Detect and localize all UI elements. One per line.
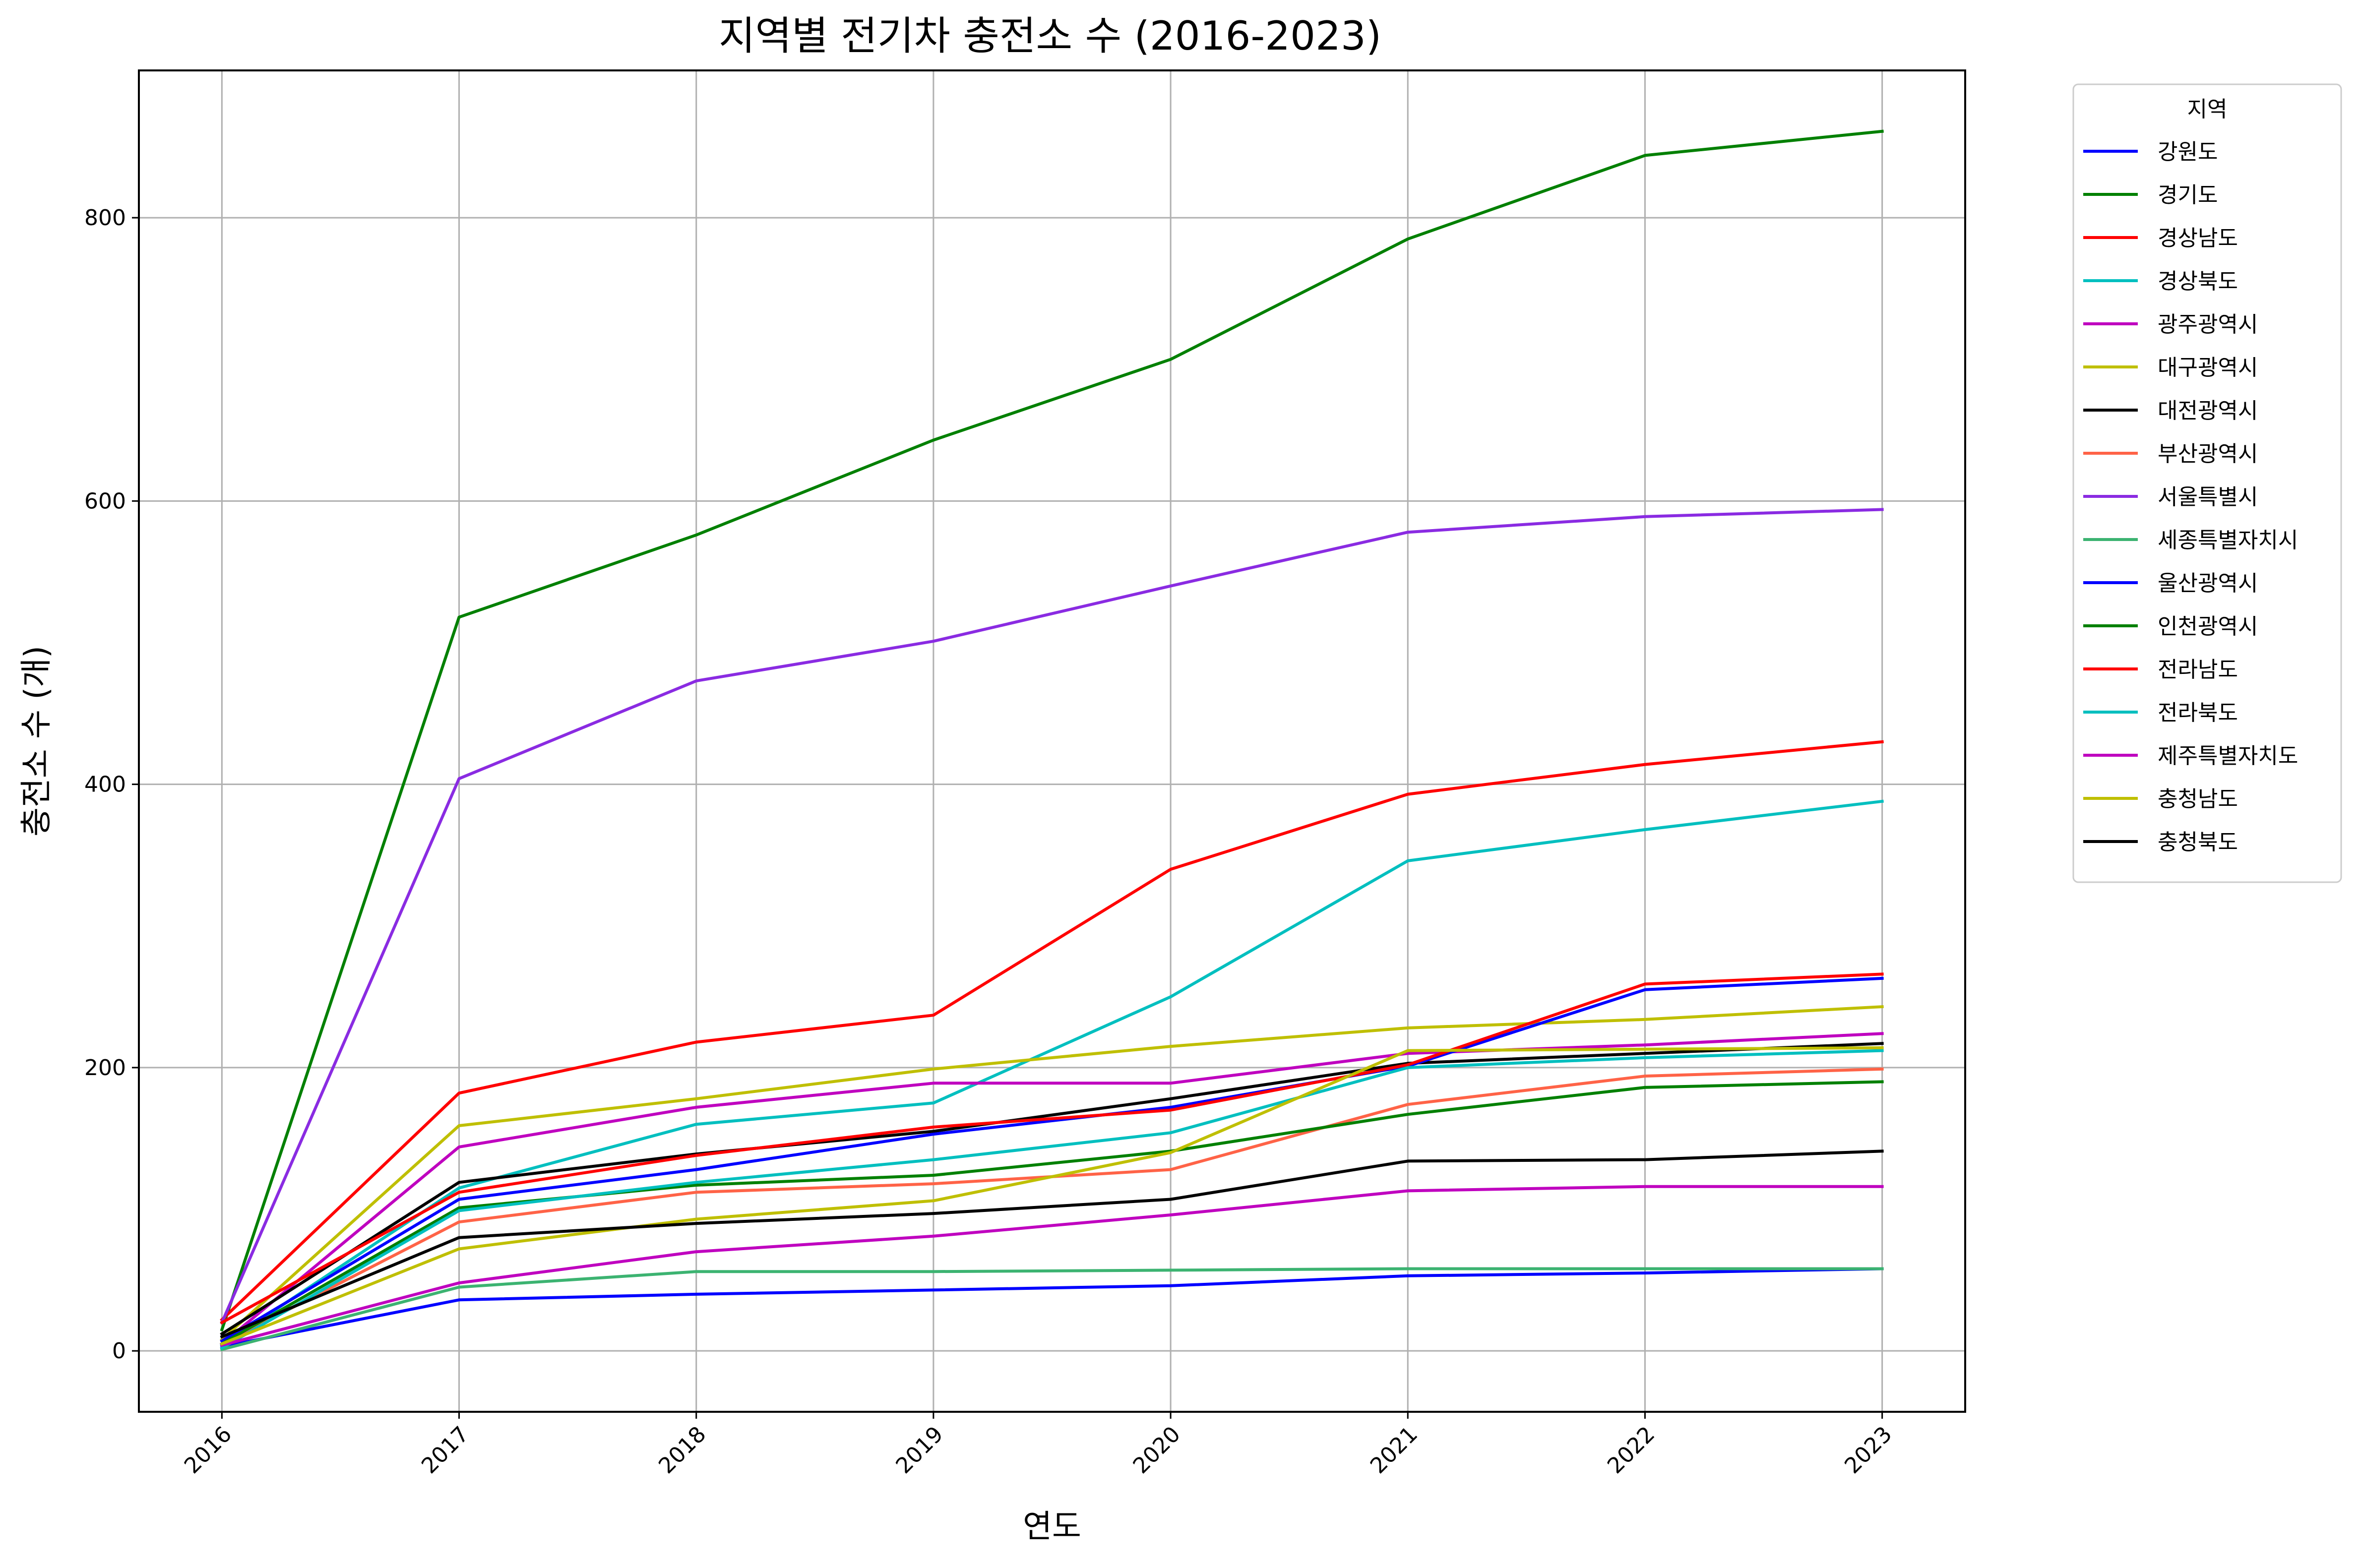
y-tick-label: 200 (84, 1055, 126, 1081)
series-line-3 (220, 799, 1884, 1347)
x-tick-label: 2022 (1603, 1422, 1660, 1479)
x-tick-label: 2021 (1366, 1422, 1423, 1479)
legend-item: 대전광역시 (2083, 398, 2258, 423)
legend-item: 강원도 (2083, 139, 2218, 165)
legend-label: 강원도 (2158, 139, 2218, 165)
legend-item: 경기도 (2083, 182, 2218, 208)
legend-items: 강원도경기도경상남도경상북도광주광역시대구광역시대전광역시부산광역시서울특별시세… (2083, 139, 2298, 855)
legend-item: 세종특별자치시 (2083, 528, 2298, 553)
x-axis-title: 연도 (1023, 1508, 1081, 1545)
legend-item: 인천광역시 (2083, 614, 2258, 639)
legend-item: 제주특별자치도 (2083, 743, 2298, 769)
legend: 지역 강원도경기도경상남도경상북도광주광역시대구광역시대전광역시부산광역시서울특… (2072, 83, 2342, 883)
legend-item: 울산광역시 (2083, 571, 2258, 596)
series-line-1 (220, 129, 1884, 1332)
y-axis-ticks: 0 200 400 600 800 (84, 205, 139, 1364)
legend-item: 전라북도 (2083, 700, 2238, 725)
series-line-11 (220, 1080, 1884, 1346)
legend-item: 대구광역시 (2083, 355, 2258, 380)
series-line-15 (220, 1046, 1884, 1346)
legend-item: 충청남도 (2083, 786, 2238, 812)
series-line-6 (220, 1042, 1884, 1336)
x-tick-label: 2023 (1840, 1422, 1897, 1479)
legend-label: 서울특별시 (2158, 484, 2258, 510)
x-tick-label: 2018 (654, 1422, 711, 1479)
legend-label: 충청북도 (2158, 830, 2238, 855)
legend-label: 전라남도 (2158, 657, 2238, 682)
legend-label: 세종특별자치시 (2158, 528, 2298, 553)
legend-item: 부산광역시 (2083, 441, 2258, 467)
legend-item: 충청북도 (2083, 830, 2238, 855)
series-lines (220, 129, 1884, 1351)
legend-label: 인천광역시 (2158, 614, 2258, 639)
series-line-10 (220, 976, 1884, 1343)
legend-label: 충청남도 (2158, 786, 2238, 812)
legend-label: 대구광역시 (2158, 355, 2258, 380)
legend-item: 전라남도 (2083, 657, 2238, 682)
legend-label: 경기도 (2158, 182, 2218, 208)
y-tick-label: 0 (112, 1338, 126, 1364)
x-tick-label: 2020 (1128, 1422, 1185, 1479)
legend-item: 서울특별시 (2083, 484, 2258, 510)
y-tick-label: 800 (84, 205, 126, 231)
legend-label: 경상남도 (2158, 226, 2238, 251)
series-line-8 (220, 508, 1884, 1325)
y-axis-title: 충전소 수 (개) (18, 646, 55, 837)
series-line-16 (220, 1149, 1884, 1339)
grid (139, 70, 1965, 1412)
x-tick-label: 2016 (180, 1422, 237, 1479)
series-line-5 (220, 1005, 1884, 1342)
x-axis-ticks: 2016 2017 2018 2019 2020 2021 2022 2023 (180, 1412, 1897, 1479)
series-line-0 (220, 1267, 1884, 1349)
legend-label: 울산광역시 (2158, 571, 2258, 596)
legend-label: 광주광역시 (2158, 312, 2258, 337)
legend-title: 지역 (2187, 97, 2228, 122)
series-line-4 (220, 1032, 1884, 1346)
legend-label: 전라북도 (2158, 700, 2238, 725)
y-tick-label: 400 (84, 772, 126, 797)
series-line-12 (220, 972, 1884, 1325)
legend-label: 제주특별자치도 (2158, 743, 2298, 769)
plot-area-frame (138, 69, 1966, 1413)
x-tick-label: 2017 (417, 1422, 474, 1479)
series-line-9 (220, 1267, 1884, 1351)
y-tick-label: 600 (84, 488, 126, 514)
series-line-2 (220, 740, 1884, 1322)
legend-item: 광주광역시 (2083, 312, 2258, 337)
legend-label: 경상북도 (2158, 269, 2238, 294)
legend-item: 경상남도 (2083, 226, 2238, 251)
legend-label: 대전광역시 (2158, 398, 2258, 423)
series-line-13 (220, 1049, 1884, 1350)
x-tick-label: 2019 (891, 1422, 948, 1479)
legend-box (2072, 83, 2342, 883)
series-line-14 (220, 1185, 1884, 1347)
legend-label: 부산광역시 (2158, 441, 2258, 467)
legend-item: 경상북도 (2083, 269, 2238, 294)
chart-title: 지역별 전기차 충전소 수 (2016-2023) (719, 13, 1381, 59)
